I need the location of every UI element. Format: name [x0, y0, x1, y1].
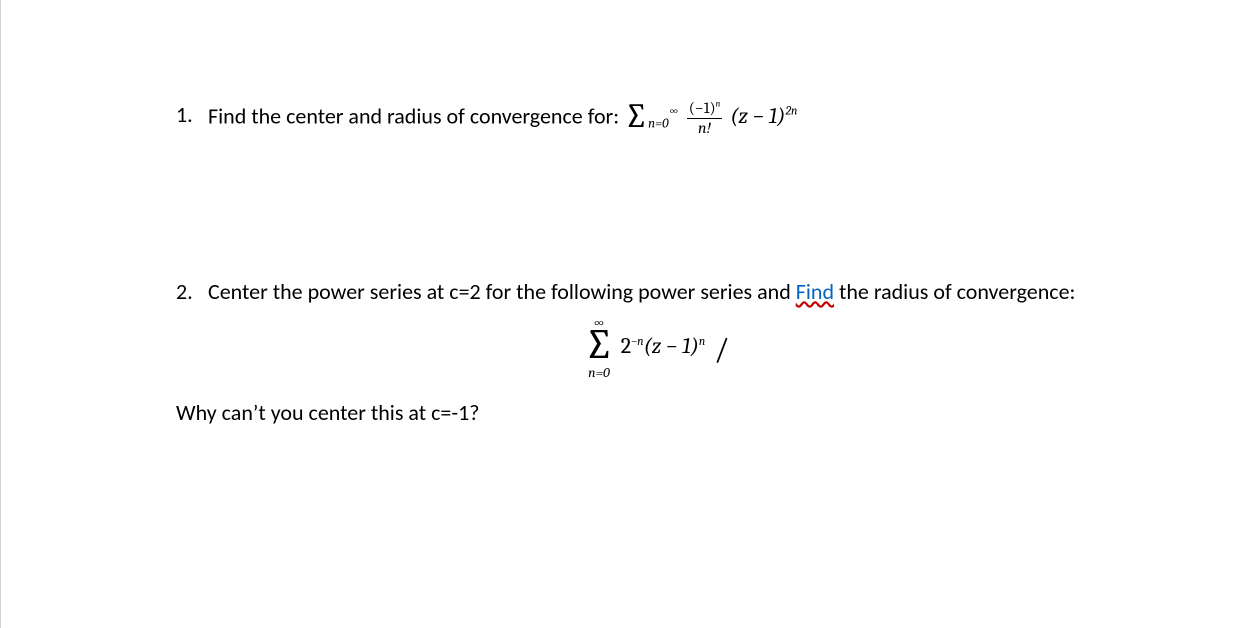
fraction-denominator: n!	[687, 119, 723, 137]
tail-exp: n	[699, 335, 705, 349]
problem-2-prompt-pre: Center the power series at c=2 for the f…	[208, 278, 796, 305]
lead-base: 2	[621, 333, 631, 359]
sum-upper-limit: ∞	[669, 105, 679, 119]
sum-operator: ∞ ∑ n=0	[584, 316, 614, 380]
problem-2-formula: ∞ ∑ n=0 2−n(z − 1)n /	[176, 316, 1135, 380]
lead-exp: −n	[631, 335, 644, 349]
problem-1-number: 1.	[176, 100, 208, 130]
tail-base: (z − 1)	[644, 333, 699, 359]
problem-2-number: 2.	[176, 277, 208, 307]
spellcheck-word-find: Find	[796, 278, 834, 305]
tail-base: (z − 1)	[730, 103, 785, 129]
page-content: 1. Find the center and radius of converg…	[176, 100, 1135, 428]
problem-1: 1. Find the center and radius of converg…	[176, 100, 1135, 137]
fraction: (−1)n n!	[687, 100, 723, 137]
problem-1-formula: ∑n=0∞ (−1)n n! (z − 1)2n	[624, 103, 797, 129]
tail-exp: 2n	[785, 105, 797, 119]
problem-1-prompt: Find the center and radius of convergenc…	[208, 103, 624, 130]
numerator-exp: n	[716, 100, 721, 110]
sigma-icon: ∑	[584, 324, 614, 366]
problem-1-body: Find the center and radius of convergenc…	[208, 100, 1135, 137]
fraction-numerator: (−1)n	[687, 100, 723, 119]
trailing-slash: /	[714, 332, 729, 367]
document-page: 1. Find the center and radius of converg…	[0, 0, 1234, 628]
problem-2-body: Center the power series at c=2 for the f…	[208, 277, 1135, 307]
problem-2: 2. Center the power series at c=2 for th…	[176, 277, 1135, 307]
problem-2-prompt-post: the radius of convergence:	[834, 278, 1075, 305]
sum-lower-limit: n=0	[648, 117, 668, 132]
sigma-icon: ∑	[624, 99, 648, 133]
problem-2-followup: Why can’t you center this at c=-1?	[176, 398, 1135, 428]
numerator-base: (−1)	[689, 99, 716, 117]
